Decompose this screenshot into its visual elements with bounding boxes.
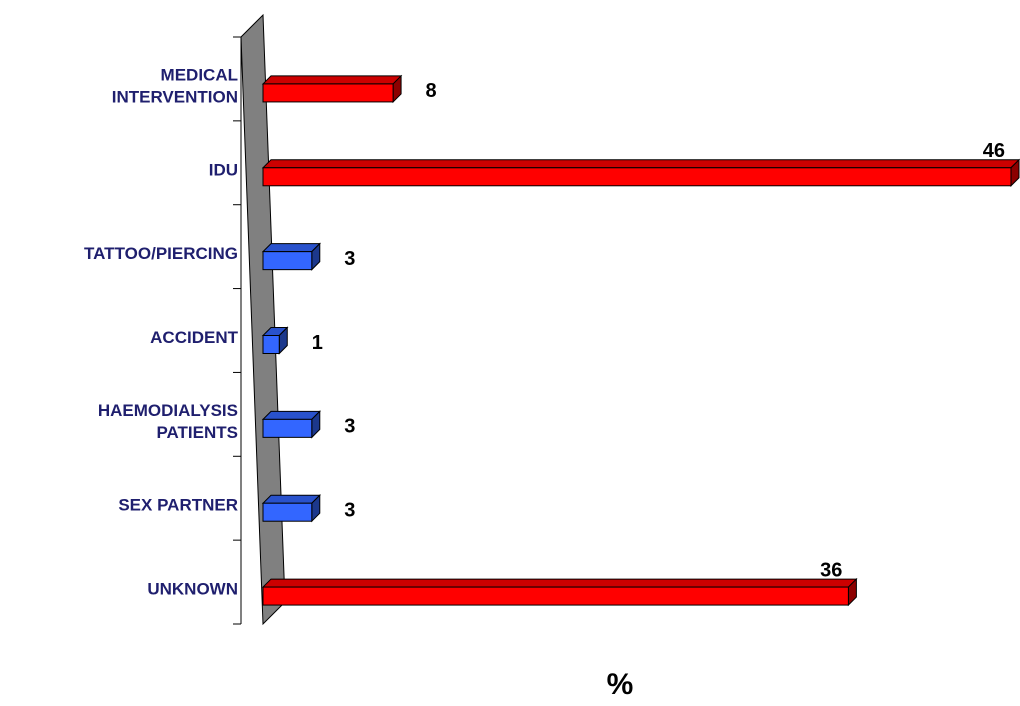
bar-top xyxy=(261,243,321,253)
category-label: UNKNOWN xyxy=(147,580,238,599)
labels: 8 MEDICAL INTERVENTION 46 IDU 3 TATTOO/PIERCIN… xyxy=(84,65,1005,598)
bar xyxy=(262,586,849,606)
bars xyxy=(261,74,1020,607)
bar-top xyxy=(261,410,321,420)
bar xyxy=(262,335,280,354)
bar-top xyxy=(261,494,321,504)
data-label: 3 xyxy=(344,248,355,270)
bar xyxy=(262,418,313,438)
category-label: IDU xyxy=(209,160,238,179)
bar-top xyxy=(261,578,858,588)
data-label: 46 xyxy=(983,140,1005,162)
bar-top xyxy=(261,159,1020,169)
axis-wall xyxy=(240,13,286,626)
data-label: 8 xyxy=(426,80,437,102)
data-label: 3 xyxy=(344,499,355,521)
bar-top xyxy=(261,75,403,85)
category-label: ACCIDENT xyxy=(150,328,238,347)
bar xyxy=(262,167,1012,187)
bar xyxy=(262,83,394,103)
category-label: SEX PARTNER xyxy=(118,496,238,515)
category-label: TATTOO/PIERCING xyxy=(84,244,238,263)
category-label: MEDICAL xyxy=(161,65,238,84)
data-label: 3 xyxy=(344,416,355,438)
category-axis xyxy=(233,13,286,626)
data-label: 36 xyxy=(820,559,842,581)
data-label: 1 xyxy=(312,332,323,354)
category-label: INTERVENTION xyxy=(112,87,238,106)
category-label: HAEMODIALYSIS xyxy=(98,401,238,420)
bar xyxy=(262,251,313,271)
bar xyxy=(262,502,313,522)
category-label: PATIENTS xyxy=(156,423,238,442)
x-axis-label: % xyxy=(606,668,634,701)
